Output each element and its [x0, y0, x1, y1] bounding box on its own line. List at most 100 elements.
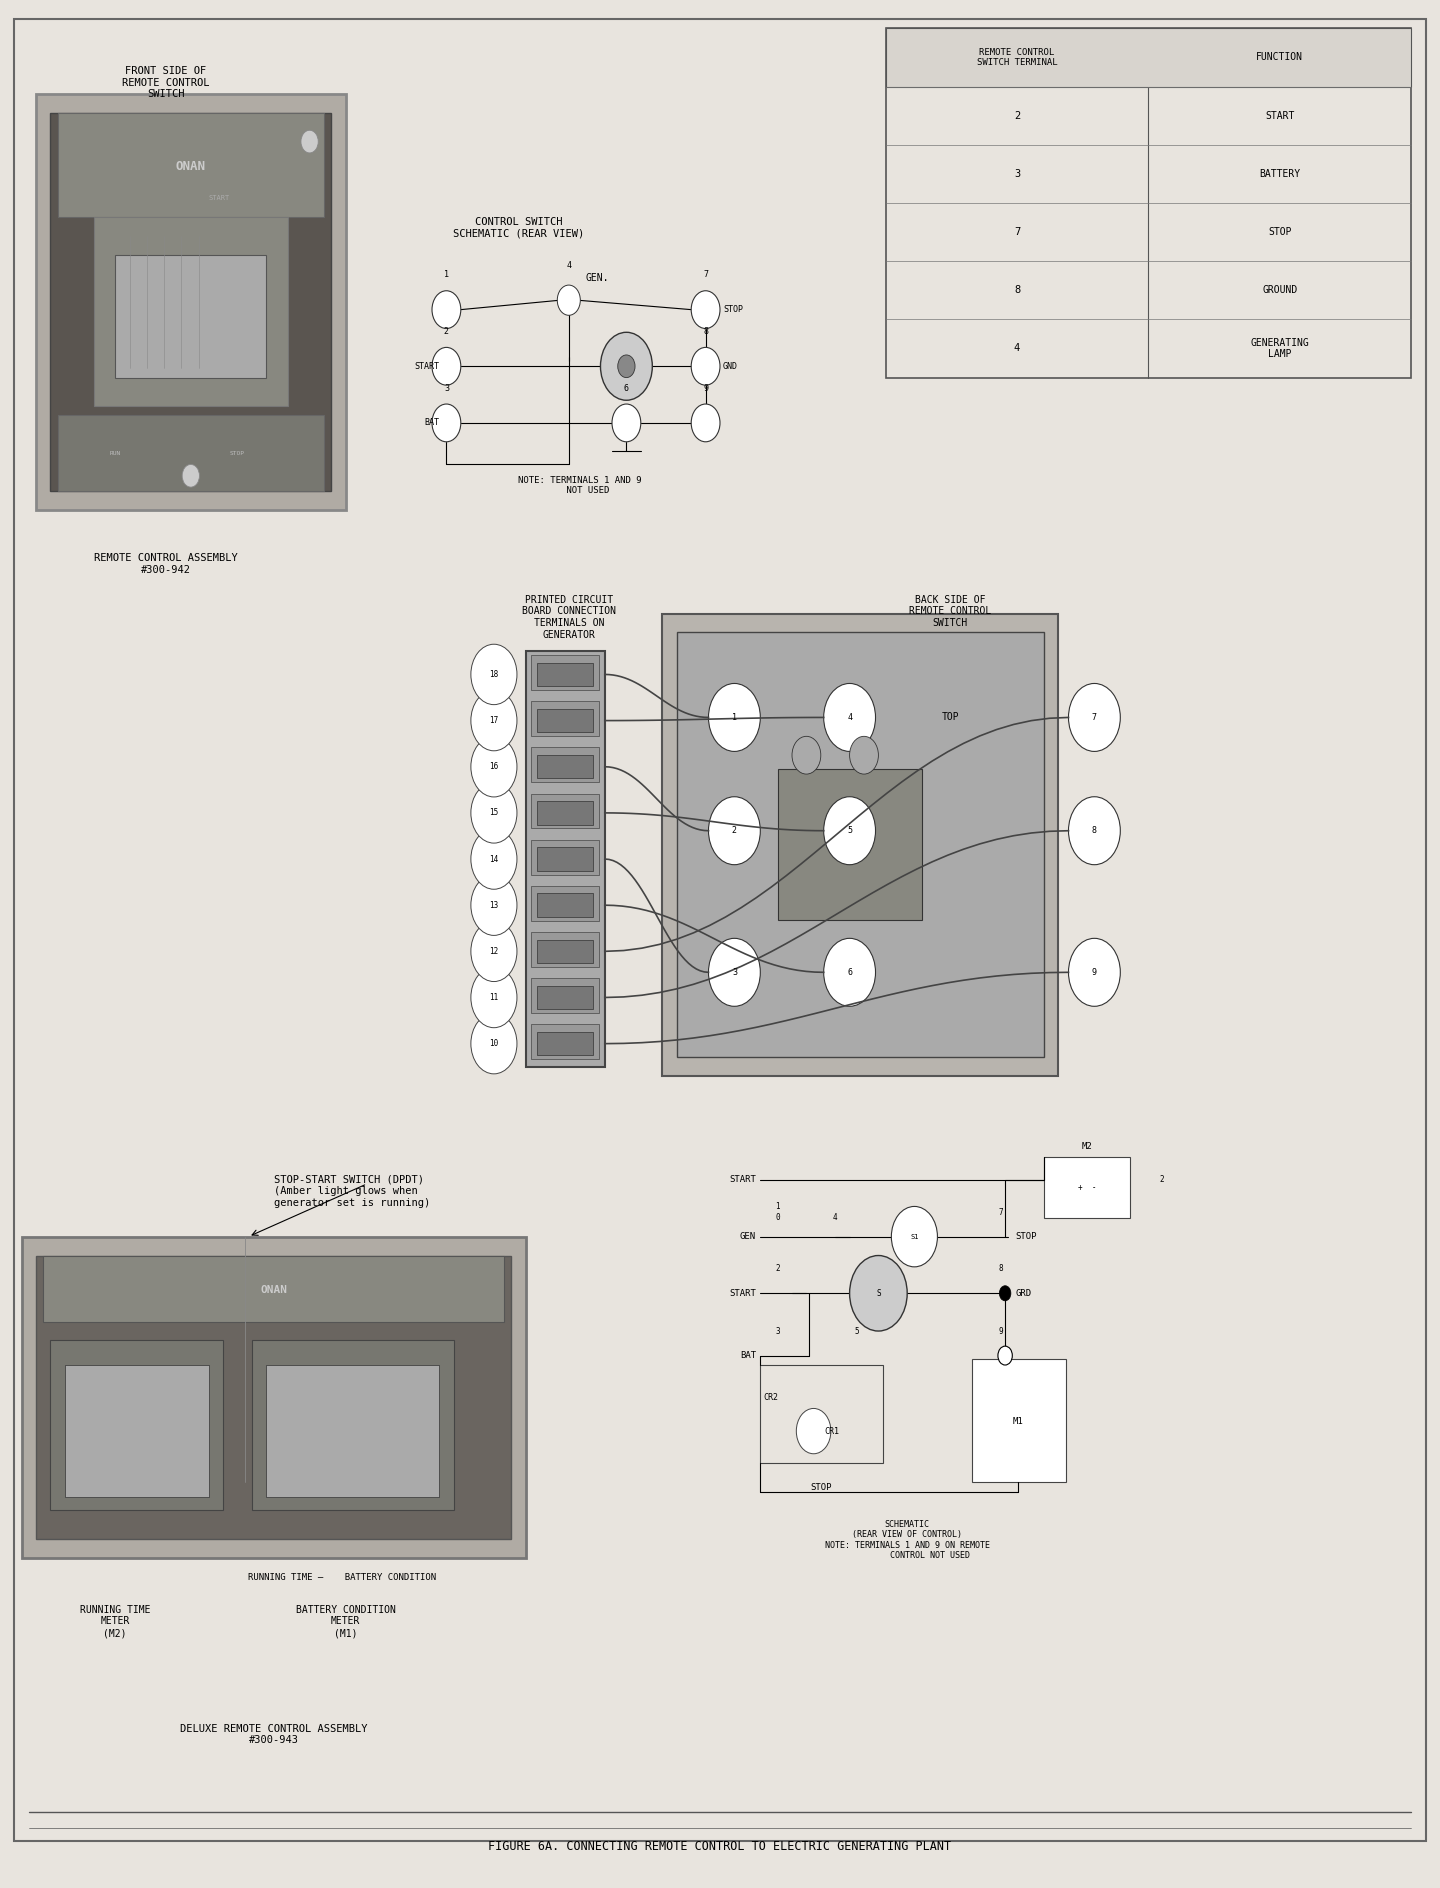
Text: ONAN: ONAN [261, 1284, 287, 1295]
Bar [537, 663, 593, 685]
Text: RUN: RUN [109, 451, 121, 455]
Circle shape [301, 130, 318, 153]
Text: 4: 4 [832, 1214, 838, 1222]
Text: 18: 18 [490, 670, 498, 680]
Text: 15: 15 [490, 808, 498, 818]
Circle shape [183, 464, 199, 487]
Text: GEN: GEN [740, 1233, 756, 1240]
Bar [43, 1256, 504, 1322]
Bar [537, 893, 593, 918]
Circle shape [691, 291, 720, 329]
Text: 5: 5 [847, 827, 852, 834]
Bar [531, 700, 599, 736]
Bar [266, 1365, 439, 1497]
Text: 13: 13 [490, 901, 498, 910]
Text: 2: 2 [1159, 1176, 1164, 1184]
Text: M1: M1 [1012, 1418, 1024, 1425]
Text: 7: 7 [998, 1208, 1004, 1216]
Circle shape [471, 1014, 517, 1074]
Circle shape [708, 683, 760, 751]
Bar [760, 1365, 883, 1463]
Circle shape [432, 404, 461, 442]
Circle shape [1068, 683, 1120, 751]
Text: 9: 9 [1092, 969, 1097, 976]
Bar [537, 801, 593, 825]
Bar [50, 1340, 223, 1510]
Bar [886, 28, 1411, 87]
Circle shape [850, 1256, 907, 1331]
Bar [1044, 1157, 1130, 1218]
Bar [886, 28, 1411, 378]
Text: PRINTED CIRCUIT
BOARD CONNECTION
TERMINALS ON
GENERATOR: PRINTED CIRCUIT BOARD CONNECTION TERMINA… [521, 595, 616, 640]
Circle shape [824, 938, 876, 1006]
Text: START: START [729, 1290, 756, 1297]
Text: NOTE: TERMINALS 1 AND 9
         NOT USED: NOTE: TERMINALS 1 AND 9 NOT USED [518, 476, 642, 495]
Circle shape [471, 736, 517, 797]
Bar [531, 748, 599, 782]
Text: STOP: STOP [230, 451, 245, 455]
Text: GEN.: GEN. [586, 274, 609, 283]
Text: 4: 4 [1014, 344, 1020, 353]
Text: 3: 3 [732, 969, 737, 976]
Circle shape [824, 683, 876, 751]
Text: 5: 5 [854, 1327, 860, 1335]
Text: GRD: GRD [1015, 1290, 1031, 1297]
Bar [531, 978, 599, 1014]
Circle shape [612, 404, 641, 442]
Text: STOP: STOP [723, 306, 743, 313]
Text: S1: S1 [910, 1233, 919, 1240]
Circle shape [796, 1408, 831, 1454]
Bar [531, 933, 599, 967]
Text: 2: 2 [775, 1265, 780, 1273]
Bar [526, 651, 605, 1067]
Text: 8: 8 [1014, 285, 1020, 295]
Circle shape [998, 1346, 1012, 1365]
Bar [972, 1359, 1066, 1482]
Bar [531, 840, 599, 874]
Circle shape [471, 967, 517, 1027]
Circle shape [691, 404, 720, 442]
Text: SCHEMATIC
(REAR VIEW OF CONTROL)
NOTE: TERMINALS 1 AND 9 ON REMOTE
         CONT: SCHEMATIC (REAR VIEW OF CONTROL) NOTE: T… [825, 1520, 989, 1559]
Text: RUNNING TIME
METER
(M2): RUNNING TIME METER (M2) [81, 1605, 150, 1639]
Text: FUNCTION: FUNCTION [1256, 53, 1303, 62]
Circle shape [824, 797, 876, 865]
Circle shape [891, 1206, 937, 1267]
Text: 7: 7 [703, 270, 708, 279]
Bar [537, 940, 593, 963]
Bar [94, 217, 288, 406]
Circle shape [600, 332, 652, 400]
Circle shape [471, 921, 517, 982]
Text: 2: 2 [732, 827, 737, 834]
Circle shape [471, 874, 517, 935]
Bar [537, 708, 593, 733]
Bar [65, 1365, 209, 1497]
Text: START: START [1266, 111, 1295, 121]
Text: 1: 1 [444, 270, 449, 279]
Text: STOP: STOP [811, 1484, 831, 1492]
Circle shape [691, 347, 720, 385]
Bar [677, 632, 1044, 1057]
Text: +  -: + - [1079, 1184, 1096, 1191]
Circle shape [471, 644, 517, 704]
Text: STOP: STOP [1015, 1233, 1037, 1240]
Text: 6: 6 [847, 969, 852, 976]
Circle shape [850, 736, 878, 774]
Text: ONAN: ONAN [176, 160, 206, 172]
Circle shape [432, 291, 461, 329]
Text: 10: 10 [490, 1038, 498, 1048]
Text: 7: 7 [1014, 227, 1020, 238]
Bar [252, 1340, 454, 1510]
Bar [531, 655, 599, 689]
Text: BATTERY: BATTERY [1259, 168, 1300, 179]
Text: 1: 1 [732, 714, 737, 721]
Text: FRONT SIDE OF
REMOTE CONTROL
SWITCH: FRONT SIDE OF REMOTE CONTROL SWITCH [122, 66, 209, 100]
Circle shape [1068, 797, 1120, 865]
Bar [22, 1237, 526, 1558]
Text: 8: 8 [1092, 827, 1097, 834]
Text: BACK SIDE OF
REMOTE CONTROL
SWITCH: BACK SIDE OF REMOTE CONTROL SWITCH [909, 595, 992, 629]
Text: 8: 8 [998, 1265, 1004, 1273]
Text: 8: 8 [703, 327, 708, 336]
Text: 6: 6 [624, 383, 629, 393]
Circle shape [557, 285, 580, 315]
Text: BAT: BAT [740, 1352, 756, 1359]
